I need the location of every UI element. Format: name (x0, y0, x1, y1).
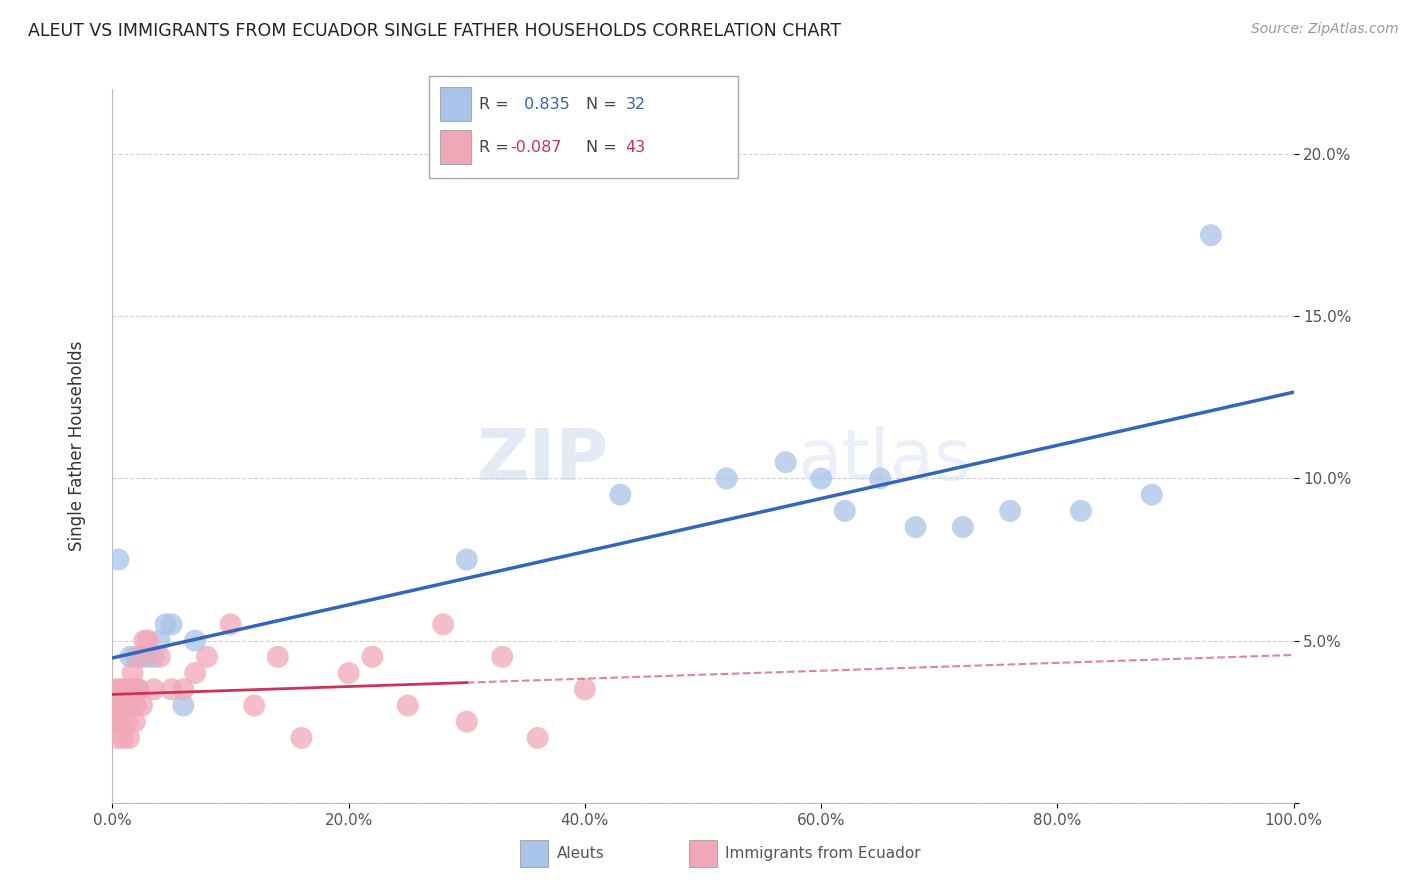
Point (456, 714, 478, 729)
Text: ALEUT VS IMMIGRANTS FROM ECUADOR SINGLE FATHER HOUSEHOLDS CORRELATION CHART: ALEUT VS IMMIGRANTS FROM ECUADOR SINGLE … (28, 22, 841, 40)
Point (108, 682, 131, 697)
Point (128, 649, 150, 664)
Point (121, 666, 143, 681)
Point (110, 714, 132, 729)
Point (155, 617, 177, 632)
Point (810, 471, 832, 485)
Text: atlas: atlas (797, 425, 972, 495)
Text: R =: R = (479, 140, 515, 154)
Point (1199, 228, 1222, 243)
Point (184, 633, 207, 648)
Point (107, 552, 129, 566)
Point (149, 633, 172, 648)
Point (456, 552, 478, 566)
Text: Immigrants from Ecuador: Immigrants from Ecuador (725, 847, 921, 861)
Text: Aleuts: Aleuts (557, 847, 605, 861)
Point (952, 520, 974, 534)
Point (574, 682, 596, 697)
Point (172, 698, 194, 713)
Text: N =: N = (586, 140, 623, 154)
Point (526, 731, 548, 745)
Point (131, 649, 153, 664)
Text: 43: 43 (626, 140, 645, 154)
Text: 0.835: 0.835 (519, 97, 569, 112)
Point (118, 731, 141, 745)
Point (491, 649, 513, 664)
Point (117, 698, 139, 713)
Point (107, 698, 129, 713)
Point (134, 633, 156, 648)
Point (869, 471, 891, 485)
Text: 32: 32 (626, 97, 645, 112)
Text: Source: ZipAtlas.com: Source: ZipAtlas.com (1251, 22, 1399, 37)
Point (125, 649, 148, 664)
Point (160, 617, 183, 632)
Text: N =: N = (586, 97, 623, 112)
Point (122, 682, 145, 697)
Point (142, 649, 165, 664)
Point (184, 666, 207, 681)
Point (219, 617, 242, 632)
Point (267, 649, 290, 664)
Text: Single Father Households: Single Father Households (69, 341, 86, 551)
Point (149, 649, 172, 664)
Point (834, 504, 856, 518)
Point (160, 682, 183, 697)
Point (609, 488, 631, 502)
Point (105, 714, 128, 729)
Point (120, 698, 142, 713)
Point (396, 698, 419, 713)
Point (136, 633, 159, 648)
Point (998, 504, 1021, 518)
Point (195, 649, 218, 664)
Point (105, 731, 128, 745)
Point (111, 698, 134, 713)
Text: -0.087: -0.087 (510, 140, 562, 154)
Point (432, 617, 454, 632)
Text: ZIP: ZIP (477, 425, 609, 495)
Point (120, 649, 142, 664)
Point (904, 520, 927, 534)
Point (1070, 504, 1092, 518)
Point (112, 698, 135, 713)
Point (104, 682, 127, 697)
Point (131, 698, 153, 713)
Point (290, 731, 312, 745)
Point (114, 682, 136, 697)
Point (142, 682, 165, 697)
Point (125, 698, 148, 713)
Point (120, 682, 142, 697)
Point (1140, 488, 1163, 502)
Point (337, 666, 360, 681)
Point (127, 682, 149, 697)
Point (112, 682, 135, 697)
Point (127, 682, 149, 697)
Point (716, 471, 738, 485)
Point (361, 649, 384, 664)
Point (243, 698, 266, 713)
Point (115, 698, 138, 713)
Point (124, 714, 146, 729)
Text: R =: R = (479, 97, 515, 112)
Point (775, 455, 797, 469)
Point (115, 714, 138, 729)
Point (172, 682, 194, 697)
Point (136, 649, 159, 664)
Point (112, 731, 135, 745)
